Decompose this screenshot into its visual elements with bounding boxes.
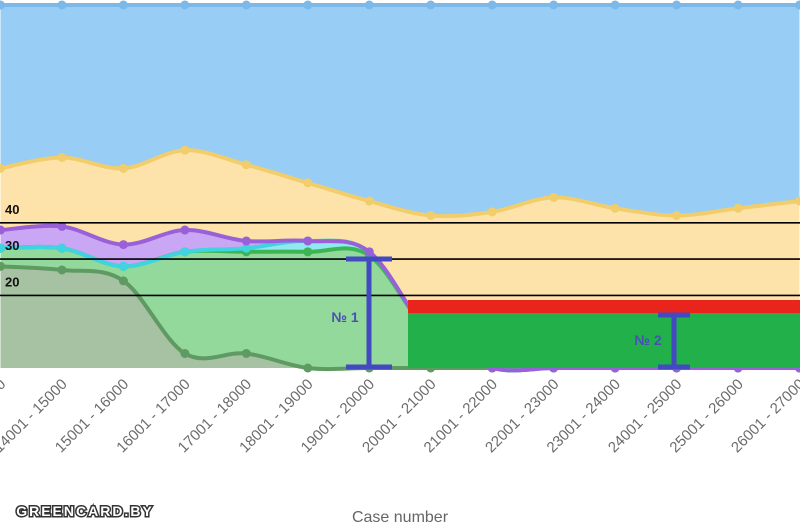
point [118,240,128,250]
point [118,261,128,271]
point [57,265,67,275]
point [549,0,559,10]
point [241,0,251,10]
point [57,0,67,10]
point [180,247,190,257]
point [733,0,743,10]
green-block [408,313,800,368]
point [57,152,67,162]
point [303,236,313,246]
point [795,0,800,10]
point [180,225,190,235]
annotation: № 2 [634,332,661,348]
point [0,225,5,235]
point [610,203,620,213]
point [180,348,190,358]
reference-label: 40 [5,202,19,217]
point [303,363,313,373]
point [57,243,67,253]
point [487,207,497,217]
point [118,163,128,173]
point [118,276,128,286]
reference-label: 20 [5,274,19,289]
annotation: № 1 [331,309,358,325]
area [0,246,800,371]
reference-lines: 40 30 20 [0,202,800,297]
point [241,348,251,358]
point [241,160,251,170]
point [0,0,5,10]
point [610,0,620,10]
point [364,247,374,257]
point [303,0,313,10]
point [795,196,800,206]
bracket-1 [346,256,392,370]
point [487,0,497,10]
bracket-2 [658,312,690,370]
reference-label: 30 [5,238,19,253]
point [364,196,374,206]
point [0,261,5,271]
point [303,247,313,257]
point [241,236,251,246]
point [303,178,313,188]
watermark: GREENCARD.BY [16,503,154,519]
red-band [408,300,800,313]
point [241,243,251,253]
point [549,192,559,202]
area [0,266,800,370]
point [180,0,190,10]
point [364,0,374,10]
point [672,211,682,221]
series-line [0,148,800,219]
point [0,163,5,173]
point [426,211,436,221]
point [118,0,128,10]
point [0,243,5,253]
area [0,225,800,371]
point [426,0,436,10]
point [180,145,190,155]
x-axis-title: Case number [352,509,449,526]
point [57,221,67,231]
area [0,5,800,217]
point [672,0,682,10]
point [733,203,743,213]
